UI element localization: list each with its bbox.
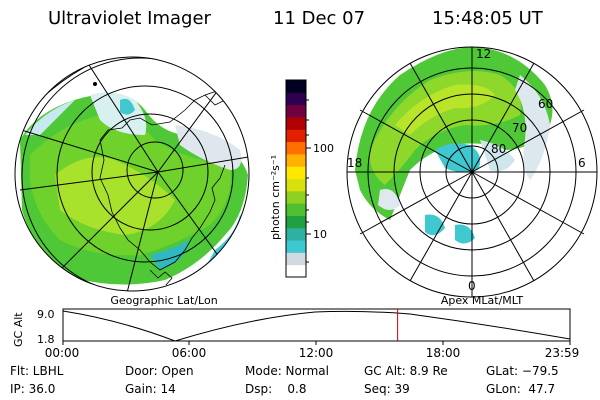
- colorbar-band: [286, 264, 306, 278]
- door-info: Door: Open: [125, 364, 194, 378]
- gain-info: Gain: 14: [125, 382, 176, 396]
- left-aurora-image: [20, 92, 248, 285]
- mlt-label-12: 12: [476, 47, 491, 61]
- colorbar: [286, 80, 306, 278]
- colorbar-tick-10: 10: [313, 228, 327, 241]
- colorbar-band: [286, 240, 306, 253]
- mlt-label-6: 6: [578, 156, 586, 170]
- timeline-xtick-1200: 12:00: [299, 346, 334, 360]
- date-label: 11 Dec 07: [273, 8, 366, 29]
- glon-info: GLon: 47.7: [486, 382, 556, 396]
- mlat-label-70: 70: [512, 121, 527, 135]
- colorbar-band: [286, 92, 306, 106]
- colorbar-band: [286, 252, 306, 266]
- mlat-label-80: 80: [491, 142, 506, 156]
- ip-info: IP: 36.0: [10, 382, 56, 396]
- colorbar-band: [286, 141, 306, 155]
- dsp-info: Dsp: 0.8: [245, 382, 307, 396]
- instrument-title: Ultraviolet Imager: [48, 8, 211, 29]
- seq-info: Seq: 39: [364, 382, 410, 396]
- magnetic-map: [346, 46, 598, 298]
- geographic-map: [14, 56, 250, 292]
- right-aurora-image: [355, 47, 553, 244]
- colorbar-unit: photon cm⁻²s⁻¹: [269, 155, 282, 240]
- timeline-xtick-0600: 06:00: [172, 346, 207, 360]
- colorbar-band: [286, 80, 306, 93]
- mode-info: Mode: Normal: [245, 364, 329, 378]
- glat-info: GLat: −79.5: [486, 364, 559, 378]
- colorbar-band: [286, 153, 306, 167]
- colorbar-band: [286, 215, 306, 229]
- timeline-y-label: GC Alt: [12, 312, 25, 347]
- timeline-xtick-1800: 18:00: [426, 346, 461, 360]
- colorbar-band: [286, 166, 306, 179]
- colorbar-band: [286, 203, 306, 216]
- colorbar-band: [286, 178, 306, 192]
- colorbar-band: [286, 116, 306, 130]
- time-label: 15:48:05 UT: [432, 8, 543, 29]
- left-map-caption: Geographic Lat/Lon: [110, 294, 217, 307]
- altitude-timeline: [62, 308, 571, 345]
- colorbar-band: [286, 104, 306, 118]
- timeline-xtick-2359: 23:59: [545, 346, 580, 360]
- filter-info: Flt: LBHL: [10, 364, 64, 378]
- colorbar-band: [286, 129, 306, 143]
- timeline-xtick-0000: 00:00: [45, 346, 80, 360]
- mlt-label-0: 0: [468, 279, 476, 293]
- mlat-label-60: 60: [538, 97, 553, 111]
- timeline-ytick-1-8: 1.8: [37, 333, 55, 346]
- colorbar-band: [286, 190, 306, 204]
- timeline-ytick-9: 9.0: [37, 308, 55, 321]
- colorbar-tick-100: 100: [313, 142, 334, 155]
- gc-alt-info: GC Alt: 8.9 Re: [364, 364, 448, 378]
- mlt-label-18: 18: [347, 156, 362, 170]
- colorbar-band: [286, 227, 306, 241]
- right-map-caption: Apex MLat/MLT: [441, 294, 524, 307]
